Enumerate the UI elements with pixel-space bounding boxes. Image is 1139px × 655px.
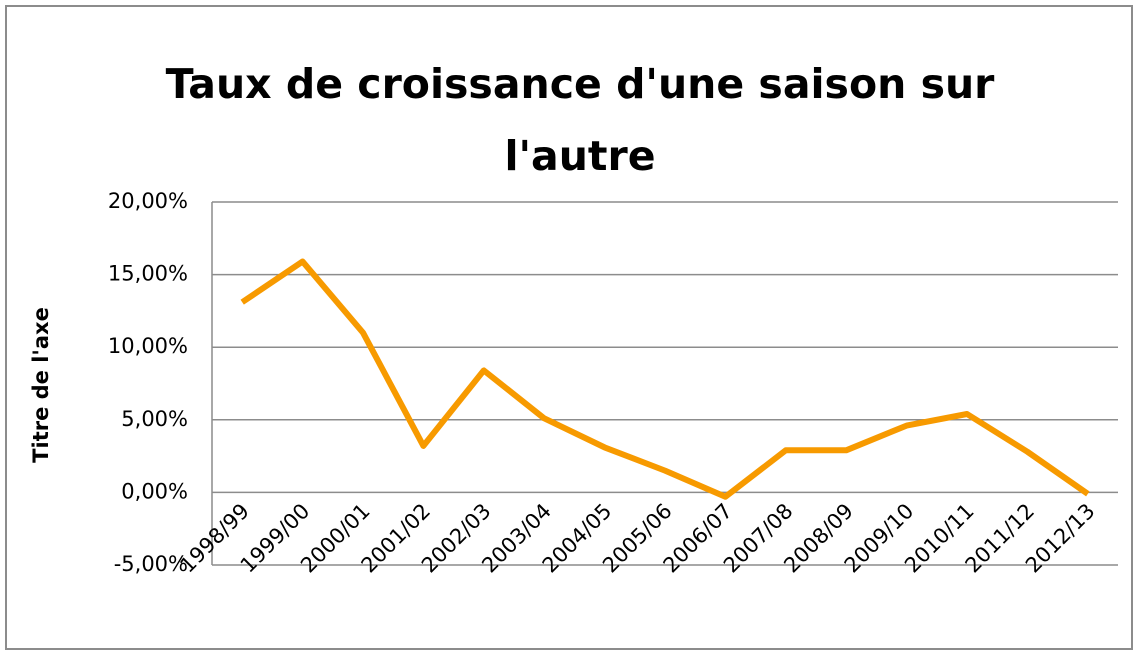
y-tick-label: 10,00% [108,334,188,358]
chart-border [5,5,1133,650]
y-tick-label: 0,00% [121,479,188,503]
y-axis-title: Titre de l'axe [29,307,53,463]
y-tick-label: 5,00% [121,407,188,431]
y-tick-label: 15,00% [108,262,188,286]
line-series [240,258,1090,500]
y-tick-label: -5,00% [114,552,188,576]
y-tick-label: 20,00% [108,189,188,213]
chart-title: Taux de croissance d'une saison sur l'au… [165,60,995,180]
